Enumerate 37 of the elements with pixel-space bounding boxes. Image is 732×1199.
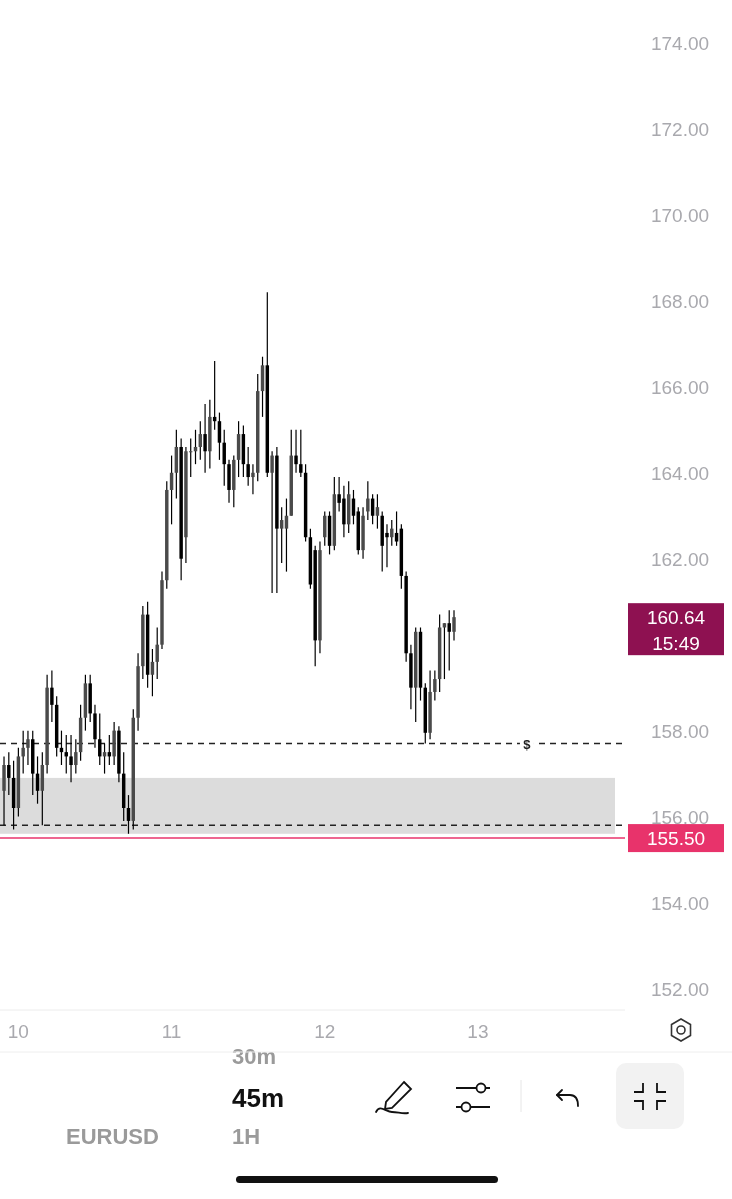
candlestick <box>7 751 11 796</box>
y-tick-label: 164.00 <box>650 462 710 484</box>
candlestick <box>50 669 54 723</box>
y-tick-label: 172.00 <box>650 118 710 140</box>
y-tick-label: 168.00 <box>650 290 710 312</box>
candlestick <box>366 480 370 521</box>
candlestick <box>299 429 303 478</box>
candlestick <box>294 429 298 474</box>
candlestick <box>375 493 380 530</box>
candlestick <box>155 626 159 680</box>
candlestick <box>433 669 437 702</box>
y-tick-label: 174.00 <box>650 32 710 54</box>
text: 30m <box>232 1044 277 1069</box>
candlestick <box>69 734 73 783</box>
y-tick-label: 152.00 <box>650 978 710 1000</box>
candlestick <box>246 446 250 487</box>
candlestick <box>447 609 451 672</box>
y-tick-label: 170.00 <box>650 204 710 226</box>
y-tick-label: 154.00 <box>650 892 710 914</box>
ref-line-label: $ <box>523 736 532 752</box>
x-tick-label: 11 <box>161 1021 182 1042</box>
y-tick-label: 162.00 <box>650 548 710 570</box>
text: 160.64 <box>646 607 706 629</box>
ref-line-label: 155.50 <box>646 828 706 850</box>
candlestick <box>394 510 399 547</box>
x-tick-label: 13 <box>467 1021 489 1042</box>
text: 45m <box>232 1083 285 1113</box>
candlestick <box>203 403 207 474</box>
text: EURUSD <box>66 1124 159 1149</box>
text: 1H <box>232 1124 261 1149</box>
candlestick <box>21 730 25 775</box>
x-tick-label: 10 <box>7 1021 29 1042</box>
y-tick-label: 166.00 <box>650 376 710 398</box>
y-tick-label: 158.00 <box>650 720 710 742</box>
y-tick-label: 156.00 <box>650 806 710 828</box>
text: 15:49 <box>652 633 700 655</box>
x-tick-label: 12 <box>314 1021 336 1042</box>
